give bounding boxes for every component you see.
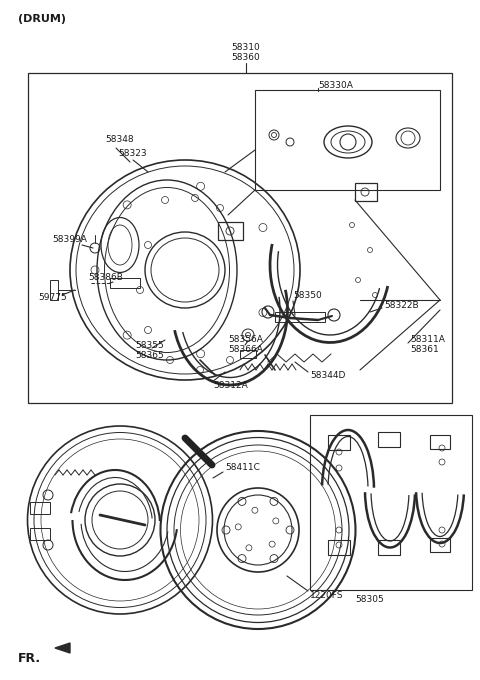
Bar [30,528,50,540]
Text: 58399A: 58399A [52,235,87,245]
Text: 58350: 58350 [293,290,322,299]
Bar [218,222,243,240]
Bar [430,435,450,449]
Text: 58312A: 58312A [213,381,248,390]
Text: 58355: 58355 [135,341,164,350]
Text: 58323: 58323 [118,148,146,158]
Text: 58356A: 58356A [228,335,263,345]
Text: 58305: 58305 [356,596,384,605]
Bar [275,312,325,322]
Text: 58310: 58310 [232,44,260,52]
Text: (DRUM): (DRUM) [18,14,66,24]
Text: 58411C: 58411C [225,464,260,473]
Bar [328,435,350,450]
Text: FR.: FR. [18,651,41,664]
Bar [240,350,256,358]
Text: 58330A: 58330A [318,80,353,90]
Bar [430,538,450,552]
Polygon shape [55,643,70,653]
Text: 1220FS: 1220FS [310,590,344,600]
Text: 58311A: 58311A [410,335,445,345]
Bar [310,415,472,590]
Bar [50,280,58,300]
Bar [378,432,400,447]
Text: 58361: 58361 [410,345,439,354]
Text: 58386B: 58386B [88,273,123,282]
Bar [28,73,452,403]
Text: 58365: 58365 [135,350,164,360]
Text: 58348: 58348 [105,135,133,145]
Bar [378,540,400,555]
Text: 58344D: 58344D [310,371,346,379]
Bar [255,90,440,190]
Text: 58322B: 58322B [384,301,419,309]
Bar [30,502,50,514]
Bar [355,183,377,201]
Bar [110,278,140,288]
Text: 59775: 59775 [38,294,67,303]
Bar [328,540,350,555]
Text: 58366A: 58366A [228,345,263,354]
Text: 58360: 58360 [232,52,260,61]
